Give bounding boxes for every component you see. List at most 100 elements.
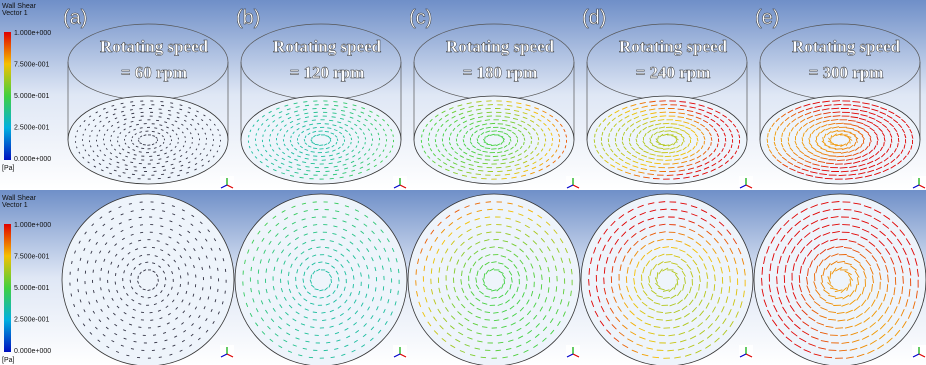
vector-arrow xyxy=(501,178,506,179)
color-bar xyxy=(4,224,11,352)
vector-arrow xyxy=(321,312,325,313)
vector-arrow xyxy=(673,178,679,179)
speed-label: Rotating speed xyxy=(100,37,209,56)
panel-label: (c) xyxy=(409,7,432,29)
vector-arrow xyxy=(398,269,399,273)
vector-arrow xyxy=(802,137,803,141)
legend-subtitle: Vector 1 xyxy=(2,10,28,17)
vector-arrow xyxy=(131,113,134,114)
speed-value: = 240 rpm xyxy=(636,63,711,82)
vector-arrow xyxy=(125,165,128,166)
vector-arrow xyxy=(768,133,769,137)
bottom-view-outline xyxy=(581,194,753,365)
vector-arrow xyxy=(762,267,763,275)
vector-arrow xyxy=(131,349,134,350)
vector-arrow xyxy=(159,125,162,126)
cylinder-bottom xyxy=(68,96,228,184)
vector-arrow xyxy=(101,268,102,271)
vector-arrow xyxy=(353,275,354,279)
vector-arrow xyxy=(393,134,394,136)
figure: Wall ShearVector 11.000e+0007.500e-0015.… xyxy=(0,0,926,365)
vector-arrow xyxy=(660,112,667,113)
vector-arrow xyxy=(312,217,316,218)
vector-arrow xyxy=(313,148,317,149)
vector-arrow xyxy=(284,135,285,137)
vector-arrow xyxy=(310,327,314,328)
vector-arrow xyxy=(327,128,331,129)
vector-arrow xyxy=(767,139,768,143)
legend-unit: [Pa] xyxy=(2,165,15,172)
vector-arrow xyxy=(371,144,372,146)
vector-arrow xyxy=(320,297,324,298)
vector-arrow xyxy=(841,171,849,172)
vector-arrow xyxy=(837,160,845,161)
vector-arrow xyxy=(123,107,126,108)
vector-arrow xyxy=(663,149,670,150)
vector-arrow xyxy=(159,357,162,358)
vector-arrow xyxy=(332,117,336,118)
vector-arrow xyxy=(502,120,507,121)
vector-arrow xyxy=(213,134,214,136)
vector-arrow xyxy=(351,138,352,140)
vector-arrow xyxy=(78,289,79,292)
vector-arrow xyxy=(505,109,510,110)
bottom-view-outline xyxy=(408,194,580,365)
vector-arrow xyxy=(159,218,162,219)
vector-arrow xyxy=(318,262,322,263)
speed-value: = 180 rpm xyxy=(463,63,538,82)
vector-arrow xyxy=(157,241,160,242)
vector-arrow xyxy=(484,273,485,278)
legend-tick-label: 2.500e-001 xyxy=(14,317,50,324)
legend-subtitle: Vector 1 xyxy=(2,202,28,209)
vector-arrow xyxy=(90,146,91,148)
vector-arrow xyxy=(337,139,338,141)
legend-tick-label: 1.000e+000 xyxy=(14,30,51,37)
vector-arrow xyxy=(288,272,289,276)
speed-label: Rotating speed xyxy=(446,37,555,56)
vector-arrow xyxy=(171,173,174,174)
vector-arrow xyxy=(185,136,186,138)
vector-arrow xyxy=(486,202,491,203)
vector-arrow xyxy=(552,143,553,146)
vector-arrow xyxy=(836,156,844,157)
vector-arrow xyxy=(161,203,164,204)
vector-arrow xyxy=(477,166,482,167)
vector-arrow xyxy=(398,291,399,295)
vector-arrow xyxy=(679,102,686,103)
cylinder-bottom xyxy=(241,96,401,184)
vector-arrow xyxy=(542,275,543,280)
vector-arrow xyxy=(134,341,137,342)
vector-arrow xyxy=(714,284,715,291)
vector-arrow xyxy=(507,105,512,106)
vector-arrow xyxy=(256,133,257,135)
vector-arrow xyxy=(315,144,319,145)
vector-arrow xyxy=(104,144,105,146)
vector-arrow xyxy=(136,124,139,125)
vector-arrow xyxy=(485,320,490,321)
legend-tick-label: 7.500e-001 xyxy=(14,254,50,261)
vector-arrow xyxy=(251,267,252,271)
vector-arrow xyxy=(777,276,778,284)
vector-arrow xyxy=(305,105,309,106)
vector-arrow xyxy=(188,272,189,275)
vector-arrow xyxy=(668,167,675,168)
vector-arrow xyxy=(329,163,333,164)
vector-arrow xyxy=(83,144,84,146)
vector-arrow xyxy=(270,134,271,136)
vector-arrow xyxy=(312,120,316,121)
vector-arrow xyxy=(304,139,305,141)
vector-arrow xyxy=(496,350,501,351)
color-bar xyxy=(4,32,11,160)
vector-arrow xyxy=(664,131,671,132)
vector-arrow xyxy=(316,247,320,248)
vector-arrow xyxy=(833,112,841,113)
vector-arrow xyxy=(485,137,486,140)
vector-arrow xyxy=(205,133,206,135)
cylinder-bottom xyxy=(414,96,574,184)
vector-arrow xyxy=(903,276,904,284)
vector-arrow xyxy=(76,147,77,149)
vector-arrow xyxy=(132,117,135,118)
legend-tick-label: 0.000e+000 xyxy=(14,156,51,163)
vector-arrow xyxy=(168,115,171,116)
vector-arrow xyxy=(351,142,352,144)
